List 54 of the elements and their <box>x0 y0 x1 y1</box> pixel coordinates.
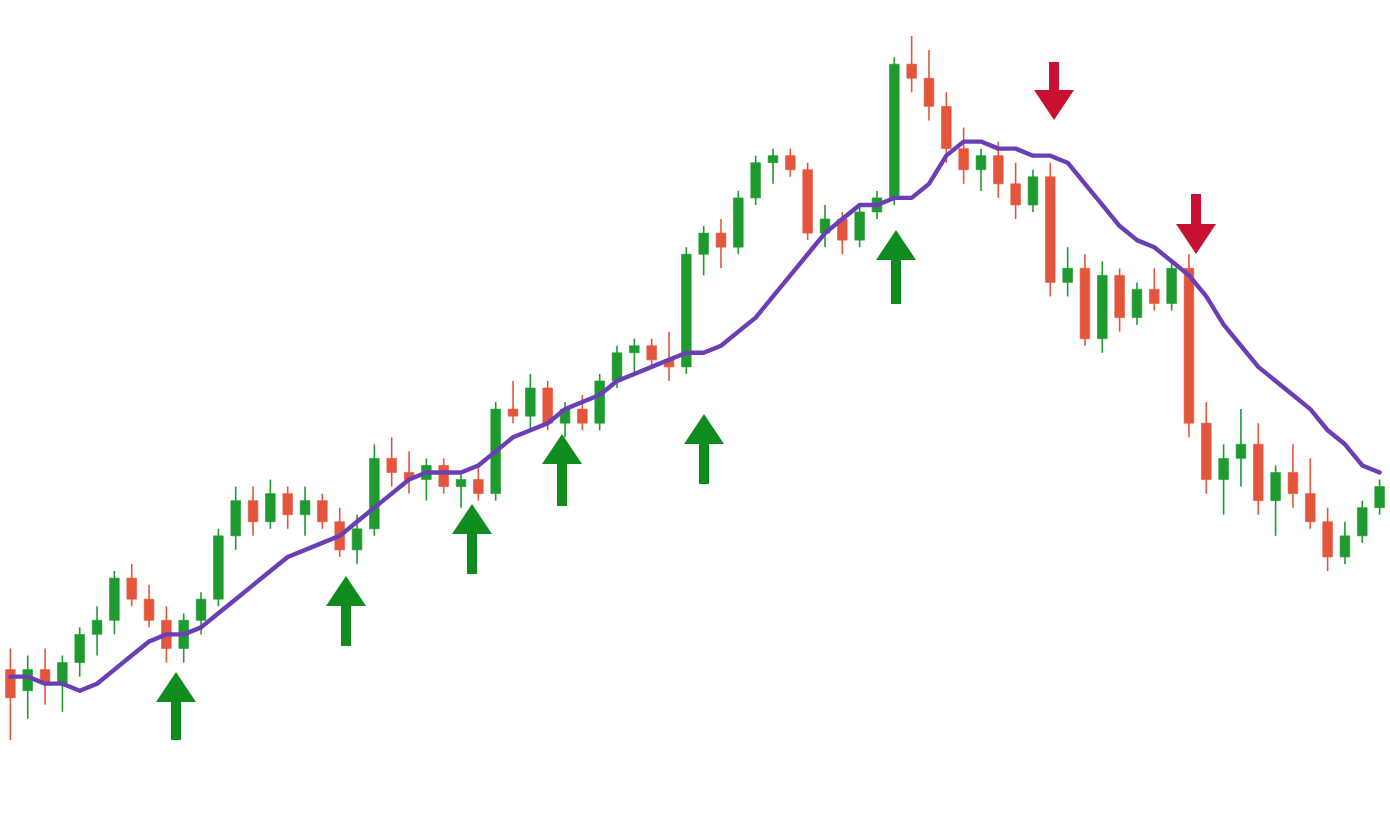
candlestick <box>750 154 761 206</box>
candlestick <box>351 513 363 565</box>
candlestick <box>1339 520 1351 565</box>
candlestick <box>958 126 969 185</box>
candlestick <box>143 584 155 629</box>
candlestick <box>715 218 727 270</box>
candlestick <box>473 464 484 502</box>
candlestick <box>1357 499 1368 544</box>
candlestick <box>1218 443 1229 516</box>
candlestick <box>247 485 259 537</box>
candlestick <box>265 478 276 530</box>
candlestick <box>975 147 987 192</box>
candlestick <box>1235 408 1247 488</box>
candlestick <box>386 436 397 488</box>
candlestick <box>1305 457 1316 530</box>
candlestick <box>1114 267 1125 333</box>
candlestick <box>57 654 68 713</box>
candlestick <box>906 35 917 94</box>
candlestick <box>1374 478 1385 516</box>
candlestick <box>230 485 241 551</box>
candlestick <box>109 570 120 636</box>
candlestick <box>646 337 657 368</box>
candlestick <box>1062 246 1073 298</box>
candlestick <box>299 485 311 537</box>
candlestick <box>698 225 709 277</box>
candlestick <box>1270 464 1281 537</box>
candlestick <box>1149 267 1160 312</box>
candlestick <box>923 49 935 122</box>
candlestick <box>74 626 85 678</box>
candlestick <box>525 373 536 432</box>
candlestick <box>317 492 328 530</box>
candlestick <box>941 91 952 164</box>
candlestick <box>1131 281 1143 326</box>
candlestick <box>455 471 467 509</box>
candlestick <box>282 485 293 530</box>
candlestick <box>854 204 865 248</box>
candlestick <box>195 591 207 636</box>
candlestick <box>629 337 640 375</box>
candlestick <box>1166 260 1177 312</box>
candlestick <box>767 147 779 185</box>
candlestick <box>91 605 103 657</box>
candlestick <box>5 647 16 741</box>
candlestick <box>611 344 623 389</box>
candlestick <box>542 380 553 432</box>
candlestick <box>1010 161 1021 220</box>
candlestick <box>1027 168 1039 213</box>
candlestick <box>993 140 1004 199</box>
candlestick <box>577 394 588 432</box>
candlestick <box>1287 443 1299 509</box>
candlestick <box>785 147 796 178</box>
candlestick <box>1322 506 1333 572</box>
candlestick <box>594 373 605 432</box>
candlestick <box>126 563 137 608</box>
candlestick <box>507 380 519 424</box>
